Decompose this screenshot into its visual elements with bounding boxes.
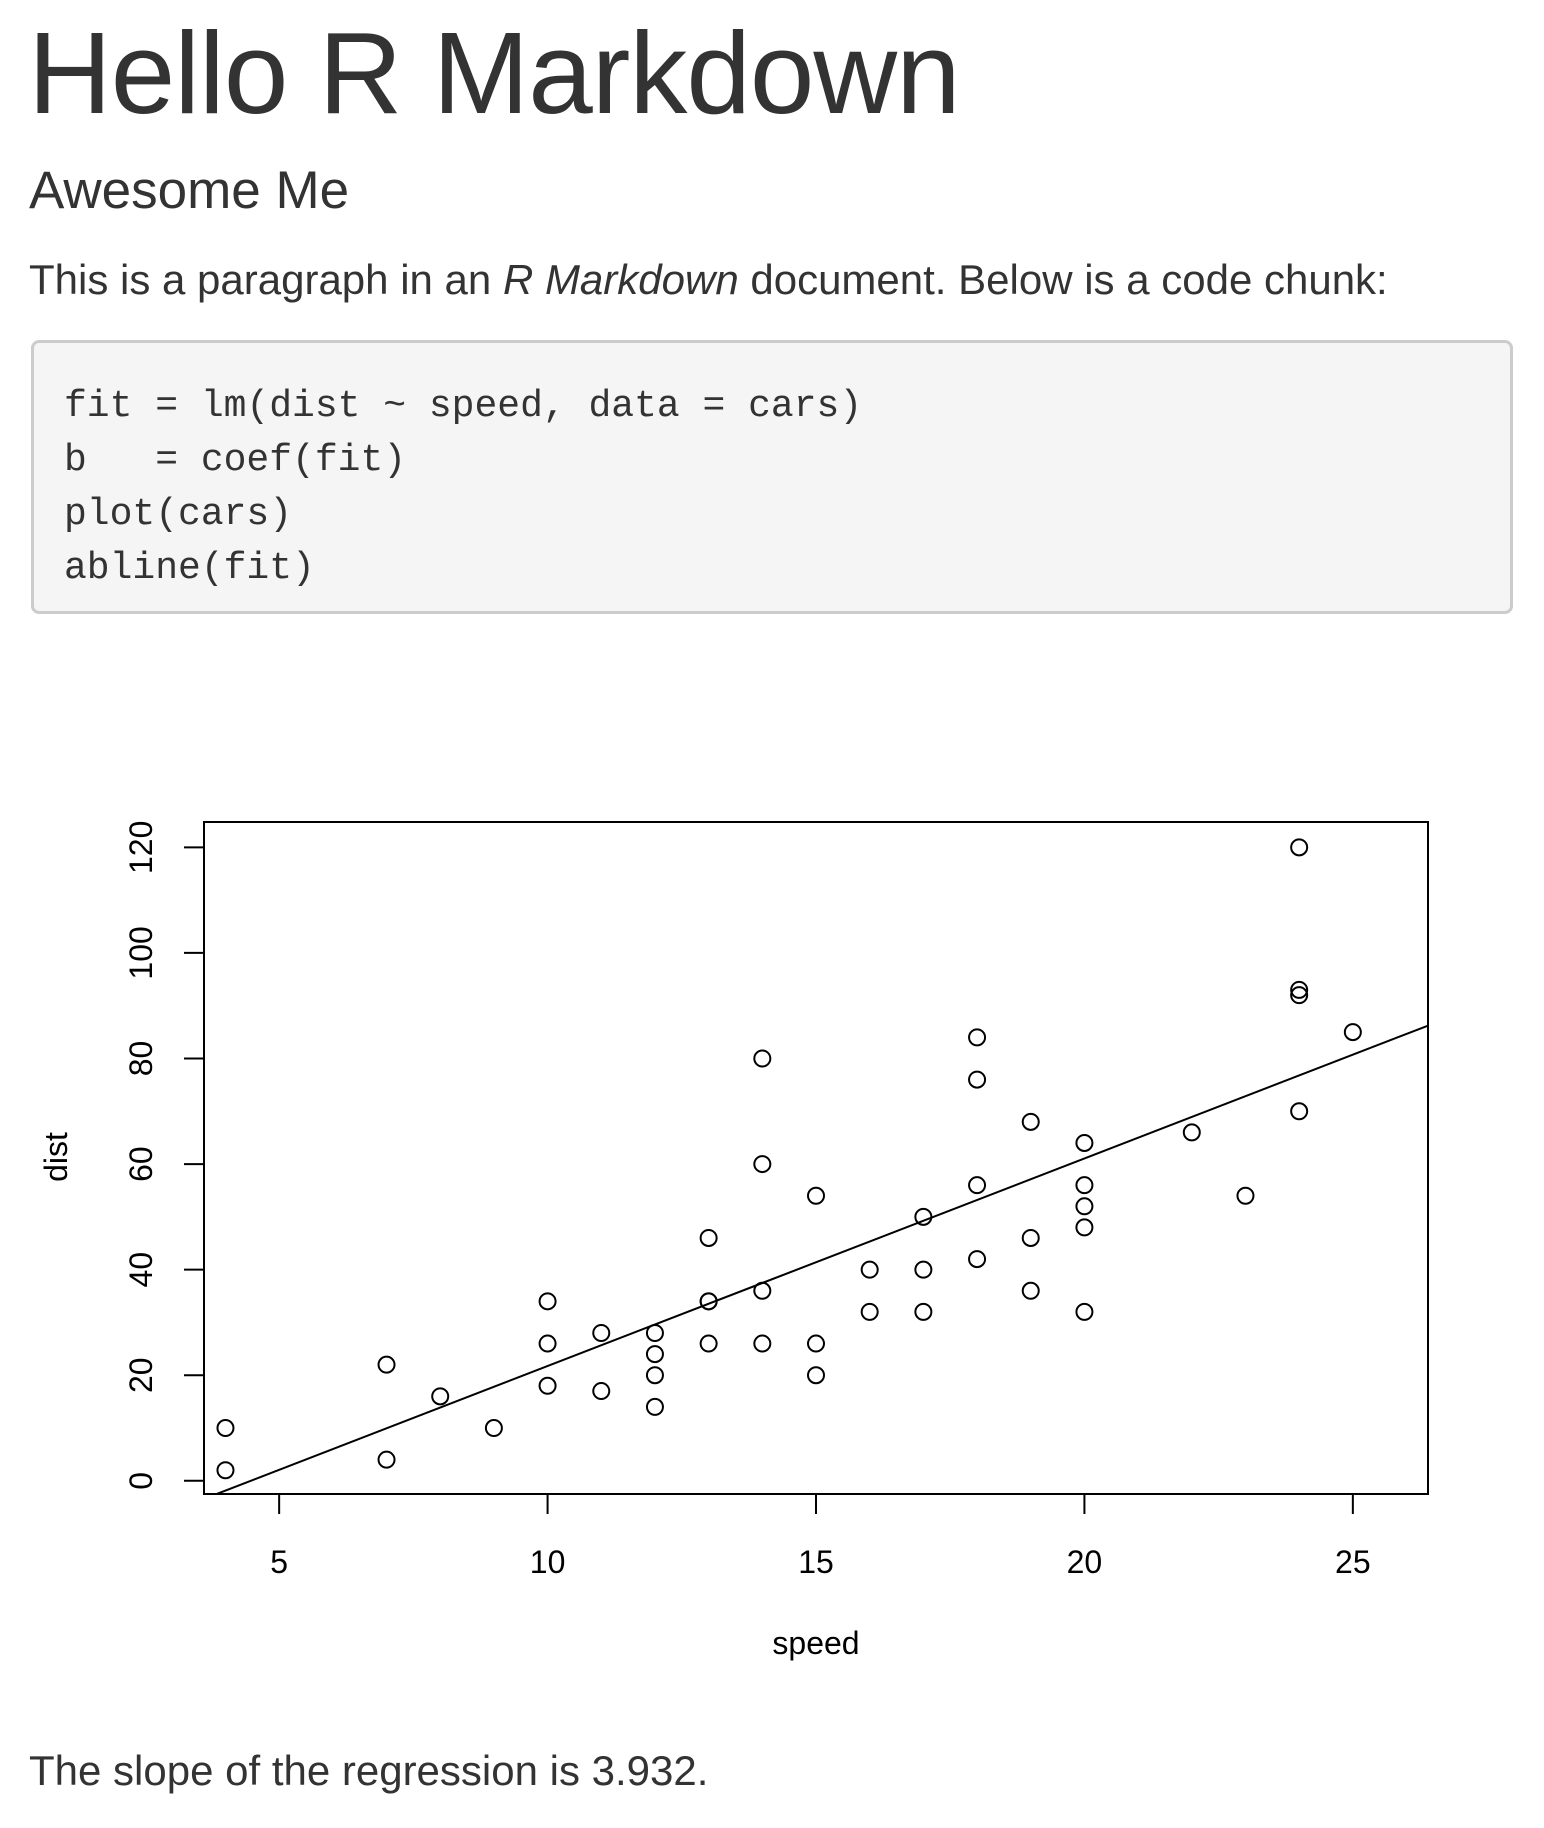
data-point: [1075, 1218, 1094, 1237]
data-point: [1290, 838, 1309, 857]
data-point: [860, 1260, 879, 1279]
data-point: [592, 1382, 611, 1401]
y-tick-label: 40: [123, 1252, 159, 1288]
data-point: [645, 1345, 664, 1364]
data-point: [1075, 1176, 1094, 1195]
data-point: [807, 1334, 825, 1353]
regression-line: [213, 1024, 1428, 1494]
data-point: [645, 1366, 664, 1385]
data-point: [538, 1376, 557, 1395]
y-tick-label: 80: [123, 1041, 159, 1077]
x-tick-label: 15: [798, 1544, 834, 1580]
y-tick-label: 100: [123, 926, 159, 979]
intro-emphasis: R Markdown: [502, 256, 739, 303]
data-point: [968, 1028, 987, 1047]
data-point: [699, 1228, 718, 1247]
x-tick-label: 10: [530, 1544, 566, 1580]
y-tick-label: 60: [123, 1146, 159, 1182]
intro-paragraph: This is a paragraph in an R Markdown doc…: [29, 253, 1388, 307]
data-point: [538, 1334, 557, 1353]
x-axis-label: speed: [772, 1625, 859, 1661]
document-subtitle: Awesome Me: [29, 161, 350, 220]
document-title: Hello R Markdown: [28, 8, 961, 138]
data-point: [699, 1334, 718, 1353]
y-tick-label: 20: [123, 1357, 159, 1393]
data-point: [484, 1419, 503, 1438]
data-point: [1021, 1228, 1040, 1247]
data-point: [914, 1260, 933, 1279]
x-tick-label: 20: [1067, 1544, 1103, 1580]
data-point: [807, 1186, 825, 1205]
x-tick-label: 5: [270, 1544, 288, 1580]
code-line: fit = lm(dist ~ speed, data = cars): [64, 385, 863, 428]
data-point: [1021, 1112, 1040, 1131]
data-point: [1182, 1123, 1201, 1142]
data-point: [216, 1419, 235, 1438]
data-point: [753, 1334, 772, 1353]
data-point: [1075, 1197, 1094, 1216]
data-point: [807, 1366, 825, 1385]
data-point: [377, 1450, 396, 1469]
intro-text-before: This is a paragraph in an: [29, 256, 503, 303]
data-point: [377, 1355, 396, 1374]
x-tick-label: 25: [1335, 1544, 1371, 1580]
regression-line-layer: [213, 1024, 1428, 1494]
data-point: [1290, 1102, 1309, 1121]
axis-layer: 5 10 15 20 25 0 20 40 60 80 100 120: [123, 821, 1371, 1580]
data-point: [753, 1155, 772, 1174]
data-point: [645, 1397, 664, 1416]
intro-text-after: document. Below is a code chunk:: [738, 256, 1388, 303]
data-point: [431, 1387, 450, 1406]
code-chunk: fit = lm(dist ~ speed, data = cars) b = …: [31, 340, 1513, 614]
y-tick-label: 0: [123, 1472, 159, 1490]
data-point: [1075, 1133, 1094, 1152]
data-point: [1290, 986, 1309, 1005]
data-point: [860, 1302, 879, 1321]
data-point: [1075, 1302, 1094, 1321]
data-point: [968, 1070, 987, 1089]
code-line: plot(cars): [64, 493, 293, 536]
data-point: [1236, 1186, 1255, 1205]
regression-slope-text: The slope of the regression is 3.932.: [29, 1747, 709, 1794]
y-tick-label: 120: [123, 821, 159, 874]
code-line: abline(fit): [64, 547, 315, 590]
data-point: [914, 1302, 933, 1321]
data-point: [1021, 1281, 1040, 1300]
plot-frame: [203, 821, 1429, 1495]
data-point: [968, 1176, 987, 1195]
data-point: [968, 1250, 987, 1269]
scatter-plot: 5 10 15 20 25 0 20 40 60 80 100 120 speed dist: [38, 821, 1429, 1661]
code-line: b = coef(fit): [64, 439, 407, 482]
data-point: [216, 1461, 235, 1480]
data-point: [592, 1323, 611, 1342]
data-point: [753, 1049, 772, 1068]
data-point: [1343, 1023, 1362, 1042]
y-axis-label: dist: [38, 1132, 74, 1182]
data-points: [216, 838, 1362, 1480]
data-point: [1290, 980, 1309, 999]
data-point: [538, 1292, 557, 1311]
